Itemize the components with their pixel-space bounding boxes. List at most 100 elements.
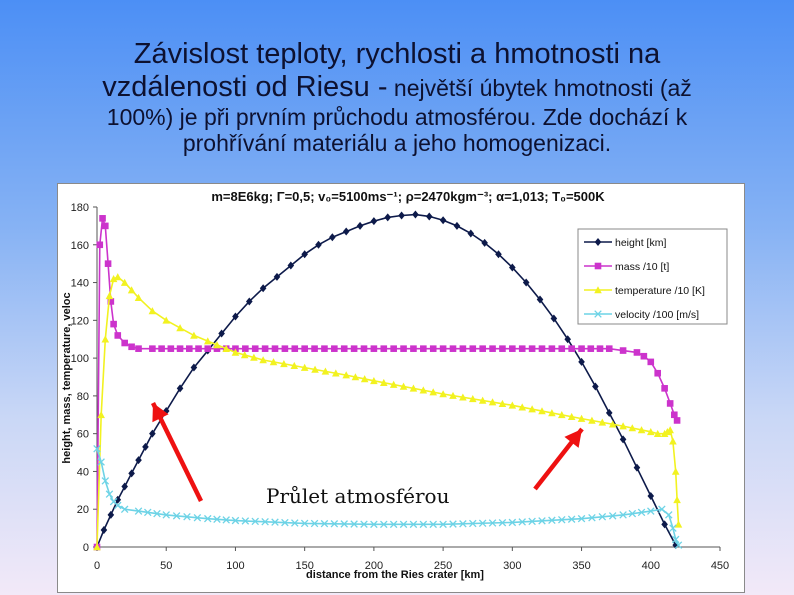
legend-box xyxy=(577,228,728,325)
data-point xyxy=(439,345,447,352)
y-tick-label: 100 xyxy=(71,353,89,365)
data-point xyxy=(291,345,299,352)
data-point xyxy=(666,400,674,407)
data-point xyxy=(350,520,358,528)
data-point xyxy=(459,393,467,401)
data-point xyxy=(310,519,319,528)
data-point xyxy=(439,390,447,398)
data-point xyxy=(360,375,369,383)
data-point xyxy=(97,410,105,419)
data-point xyxy=(311,365,319,373)
data-point xyxy=(588,513,596,522)
data-point xyxy=(449,391,457,399)
data-point xyxy=(251,517,259,526)
data-point xyxy=(120,505,129,513)
data-point xyxy=(488,519,497,527)
data-point xyxy=(287,261,295,270)
data-point xyxy=(329,233,336,242)
data-point xyxy=(647,492,655,500)
data-point xyxy=(665,511,673,519)
data-point xyxy=(558,515,566,524)
data-point xyxy=(587,345,595,352)
data-point xyxy=(596,345,604,352)
data-point xyxy=(331,345,338,352)
data-point xyxy=(538,345,546,352)
data-point xyxy=(399,520,408,529)
title-line-2: vzdálenosti od Riesu - největší úbytek h… xyxy=(0,71,794,104)
data-point xyxy=(380,520,388,529)
data-point xyxy=(488,398,497,406)
data-point xyxy=(162,316,171,324)
annotation-arrow-right-head xyxy=(564,429,582,448)
data-point xyxy=(479,345,486,352)
series-1-group xyxy=(93,215,681,551)
data-point xyxy=(478,396,487,404)
data-point xyxy=(114,332,122,339)
x-tick-label: 350 xyxy=(572,560,590,572)
data-point xyxy=(598,418,607,426)
x-tick-label: 250 xyxy=(434,560,452,572)
data-point xyxy=(536,295,544,304)
data-point xyxy=(176,324,184,332)
x-tick-label: 200 xyxy=(365,560,383,572)
data-point xyxy=(619,511,627,519)
data-point xyxy=(222,516,230,524)
data-point xyxy=(240,351,249,359)
y-tick-label: 40 xyxy=(77,466,89,478)
data-point xyxy=(113,273,122,281)
data-point xyxy=(399,382,408,390)
data-point xyxy=(195,345,202,352)
data-point xyxy=(489,345,496,352)
series-3-group xyxy=(93,445,683,549)
data-point xyxy=(647,507,655,515)
data-point xyxy=(172,512,181,520)
data-point xyxy=(245,297,253,306)
data-point xyxy=(342,371,350,379)
y-tick-label: 80 xyxy=(77,391,89,403)
data-point xyxy=(360,520,368,528)
data-point xyxy=(290,361,299,369)
data-point xyxy=(429,345,437,352)
x-tick-label: 50 xyxy=(160,560,172,572)
data-point xyxy=(153,509,161,518)
data-point xyxy=(548,409,556,417)
data-point xyxy=(370,376,378,385)
data-point xyxy=(425,212,433,221)
data-point xyxy=(598,513,607,521)
chart-header: m=8E6kg; Γ=0,5; v₀=5100ms⁻¹; ρ=2470kgm⁻³… xyxy=(211,189,605,204)
data-point xyxy=(578,345,585,352)
data-point xyxy=(658,505,666,513)
data-point xyxy=(311,345,318,352)
data-point xyxy=(453,221,461,230)
data-point xyxy=(608,420,617,428)
data-point xyxy=(231,516,240,525)
data-point xyxy=(271,345,279,352)
data-point xyxy=(332,369,340,377)
x-tick-label: 150 xyxy=(295,560,313,572)
data-point xyxy=(567,515,576,523)
data-point xyxy=(93,445,101,453)
data-point xyxy=(273,272,281,281)
data-point xyxy=(528,405,536,413)
data-point xyxy=(419,386,428,394)
x-tick-label: 0 xyxy=(94,560,100,572)
data-point xyxy=(564,335,572,344)
data-point xyxy=(134,293,143,301)
data-point xyxy=(281,518,289,527)
data-point xyxy=(518,518,526,526)
data-point xyxy=(261,345,269,352)
data-point xyxy=(250,353,258,361)
data-point xyxy=(410,345,417,352)
legend-entry: temperature /10 [K] xyxy=(615,285,705,297)
data-point xyxy=(522,278,530,287)
data-point xyxy=(619,435,627,444)
data-point xyxy=(342,227,350,236)
data-point xyxy=(478,519,487,528)
data-point xyxy=(661,385,668,392)
y-tick-label: 140 xyxy=(71,278,89,290)
data-point xyxy=(107,510,115,519)
data-point xyxy=(261,518,269,526)
data-point xyxy=(671,535,680,544)
data-point xyxy=(412,210,419,219)
